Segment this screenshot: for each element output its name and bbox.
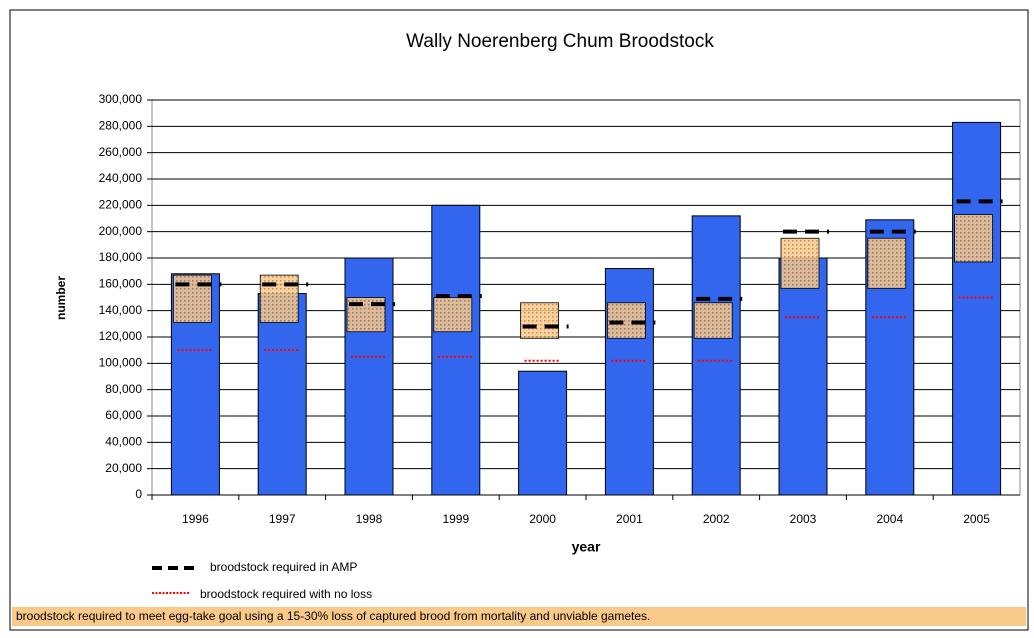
x-tick-label: 1996	[182, 512, 209, 526]
range-box	[433, 297, 473, 333]
range-box	[780, 237, 820, 289]
bar	[344, 257, 394, 496]
range-box	[867, 237, 907, 289]
range-box	[693, 302, 733, 339]
legend-label: broodstock required to meet egg-take goa…	[16, 609, 650, 623]
y-tick-label: 180,000	[99, 250, 143, 264]
x-tick-label: 2002	[703, 512, 730, 526]
x-axis-label: year	[572, 539, 601, 555]
range-box	[172, 274, 212, 323]
y-tick-label: 40,000	[105, 435, 142, 449]
bar	[518, 370, 568, 496]
y-tick-label: 0	[135, 487, 142, 501]
bar	[691, 215, 741, 496]
y-tick-label: 220,000	[99, 198, 143, 212]
legend-label: broodstock required in AMP	[210, 560, 357, 574]
y-tick-label: 100,000	[99, 356, 143, 370]
y-tick-label: 280,000	[99, 119, 143, 133]
range-box	[954, 214, 993, 263]
x-tick-label: 2004	[876, 512, 903, 526]
y-tick-label: 160,000	[99, 277, 143, 291]
range-box	[259, 274, 299, 323]
y-tick-label: 60,000	[105, 408, 142, 422]
x-tick-label: 2005	[963, 512, 990, 526]
x-tick-label: 2000	[529, 512, 556, 526]
range-legend-bg	[12, 607, 1026, 626]
bar	[431, 204, 481, 496]
range-box	[520, 302, 559, 339]
x-tick-label: 2003	[790, 512, 817, 526]
y-axis-label: number	[54, 276, 68, 320]
bar	[952, 121, 1002, 496]
y-tick-label: 140,000	[99, 303, 143, 317]
legend-label: broodstock required with no loss	[200, 587, 372, 601]
y-tick-label: 300,000	[99, 92, 143, 106]
y-tick-label: 240,000	[99, 171, 143, 185]
y-tick-label: 120,000	[99, 329, 143, 343]
y-tick-label: 20,000	[105, 461, 142, 475]
y-tick-label: 80,000	[105, 382, 142, 396]
y-tick-label: 200,000	[99, 224, 143, 238]
y-tick-label: 260,000	[99, 145, 143, 159]
x-tick-label: 2001	[616, 512, 643, 526]
x-tick-label: 1999	[442, 512, 469, 526]
x-tick-label: 1998	[356, 512, 383, 526]
x-tick-label: 1997	[269, 512, 296, 526]
bar	[778, 257, 828, 496]
bar	[257, 293, 307, 496]
chart-title: Wally Noerenberg Chum Broodstock	[406, 31, 714, 52]
